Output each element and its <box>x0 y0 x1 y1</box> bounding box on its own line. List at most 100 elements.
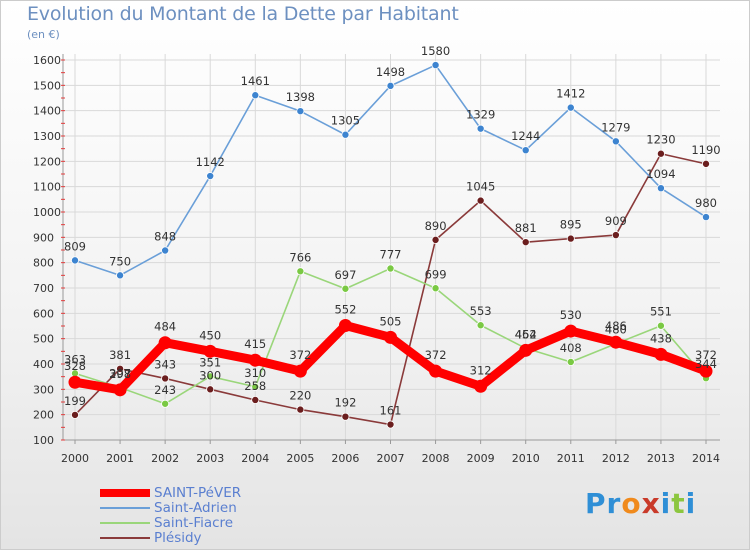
legend-label-saint-pever: SAINT-PéVER <box>154 485 242 501</box>
point-saint-p-ver <box>384 330 397 344</box>
point-pl-sidy <box>611 231 620 240</box>
data-label-saint-fiacre: 480 <box>605 323 627 337</box>
data-label-saint-fiacre: 553 <box>470 304 492 318</box>
data-label-saint-adrien: 1094 <box>646 167 675 181</box>
y-tick-label: 1300 <box>33 130 61 143</box>
y-tick-label: 900 <box>33 231 54 244</box>
data-label-pl-sidy: 343 <box>154 357 176 371</box>
point-saint-fiacre <box>341 284 350 293</box>
point-saint-p-ver <box>429 364 443 378</box>
point-saint-fiacre <box>206 372 215 381</box>
data-label-saint-adrien: 1244 <box>511 129 540 143</box>
legend-label-saint-fiacre: Saint-Fiacre <box>154 515 234 531</box>
point-saint-adrien <box>566 103 575 112</box>
data-label-saint-p-ver: 312 <box>470 363 492 377</box>
point-saint-adrien <box>296 107 305 116</box>
point-saint-p-ver <box>474 379 488 393</box>
point-saint-fiacre <box>296 267 305 276</box>
y-tick-label: 1600 <box>33 54 61 67</box>
legend-swatch-saint-fiacre <box>100 522 150 524</box>
data-label-saint-fiacre: 307 <box>109 367 131 381</box>
data-label-pl-sidy: 258 <box>244 379 266 393</box>
data-label-saint-p-ver: 298 <box>109 367 131 381</box>
x-tick-label: 2006 <box>331 452 359 465</box>
data-label-pl-sidy: 192 <box>334 396 356 410</box>
data-label-saint-p-ver: 450 <box>199 328 221 342</box>
data-label-saint-adrien: 980 <box>695 196 717 210</box>
y-tick-label: 400 <box>33 358 54 371</box>
point-pl-sidy <box>341 412 350 421</box>
point-pl-sidy <box>71 410 80 419</box>
x-tick-label: 2002 <box>151 452 179 465</box>
point-saint-p-ver <box>654 347 668 361</box>
x-tick-label: 2004 <box>241 452 269 465</box>
data-label-pl-sidy: 1230 <box>646 133 675 147</box>
data-label-saint-adrien: 1461 <box>241 74 270 88</box>
point-saint-adrien <box>386 81 395 90</box>
data-label-saint-fiacre: 351 <box>199 355 221 369</box>
point-saint-adrien <box>702 213 711 222</box>
data-label-pl-sidy: 890 <box>425 219 447 233</box>
data-label-pl-sidy: 300 <box>199 368 221 382</box>
point-saint-p-ver <box>609 335 623 349</box>
data-label-saint-adrien: 1412 <box>556 87 585 101</box>
data-label-saint-fiacre: 408 <box>560 341 582 355</box>
chart-title: Evolution du Montant de la Dette par Hab… <box>27 3 459 25</box>
point-saint-fiacre <box>656 321 665 330</box>
point-saint-adrien <box>431 61 440 70</box>
x-tick-label: 2010 <box>512 452 540 465</box>
data-label-saint-fiacre: 344 <box>695 357 717 371</box>
point-saint-fiacre <box>251 382 260 391</box>
data-label-saint-adrien: 848 <box>154 230 176 244</box>
data-label-pl-sidy: 1045 <box>466 180 495 194</box>
data-label-saint-p-ver: 552 <box>334 302 356 316</box>
x-tick-label: 2007 <box>377 452 405 465</box>
legend-item-saint-fiacre: Saint-Fiacre <box>100 515 320 531</box>
logo-letter: o <box>621 487 642 520</box>
point-saint-p-ver <box>519 343 533 357</box>
point-pl-sidy <box>206 385 215 394</box>
data-label-pl-sidy: 161 <box>380 404 402 418</box>
point-saint-adrien <box>116 271 125 280</box>
point-saint-p-ver <box>248 353 262 367</box>
logo-letter: i <box>685 487 697 520</box>
point-saint-adrien <box>476 124 485 133</box>
point-saint-p-ver <box>564 324 578 338</box>
data-label-saint-fiacre: 462 <box>515 327 537 341</box>
point-pl-sidy <box>386 420 395 429</box>
data-label-saint-fiacre: 363 <box>64 352 86 366</box>
point-saint-p-ver <box>158 336 172 350</box>
point-pl-sidy <box>116 364 125 373</box>
data-label-saint-fiacre: 699 <box>425 267 447 281</box>
point-saint-adrien <box>251 91 260 100</box>
point-saint-p-ver <box>699 364 713 378</box>
data-label-saint-adrien: 1279 <box>601 120 630 134</box>
point-pl-sidy <box>656 149 665 158</box>
data-label-saint-fiacre: 777 <box>380 247 402 261</box>
x-tick-label: 2003 <box>196 452 224 465</box>
data-label-saint-p-ver: 415 <box>244 337 266 351</box>
x-tick-label: 2008 <box>422 452 450 465</box>
y-tick-label: 600 <box>33 307 54 320</box>
data-label-saint-fiacre: 551 <box>650 305 672 319</box>
y-tick-label: 1000 <box>33 206 61 219</box>
point-saint-adrien <box>71 256 80 265</box>
data-label-saint-adrien: 809 <box>64 239 86 253</box>
point-pl-sidy <box>251 395 260 404</box>
data-label-saint-adrien: 750 <box>109 254 131 268</box>
series <box>68 61 713 429</box>
data-label-pl-sidy: 199 <box>64 394 86 408</box>
y-tick-label: 100 <box>33 434 54 447</box>
point-saint-fiacre <box>386 264 395 273</box>
data-label-pl-sidy: 909 <box>605 214 627 228</box>
point-saint-adrien <box>656 184 665 193</box>
x-tick-label: 2011 <box>557 452 585 465</box>
point-pl-sidy <box>296 405 305 414</box>
data-label-saint-fiacre: 310 <box>244 366 266 380</box>
legend-item-plesidy: Plésidy <box>100 530 320 546</box>
data-label-saint-fiacre: 243 <box>154 383 176 397</box>
logo-letter: x <box>641 487 661 520</box>
x-tick-label: 2005 <box>286 452 314 465</box>
legend-swatch-saint-pever <box>100 489 150 497</box>
